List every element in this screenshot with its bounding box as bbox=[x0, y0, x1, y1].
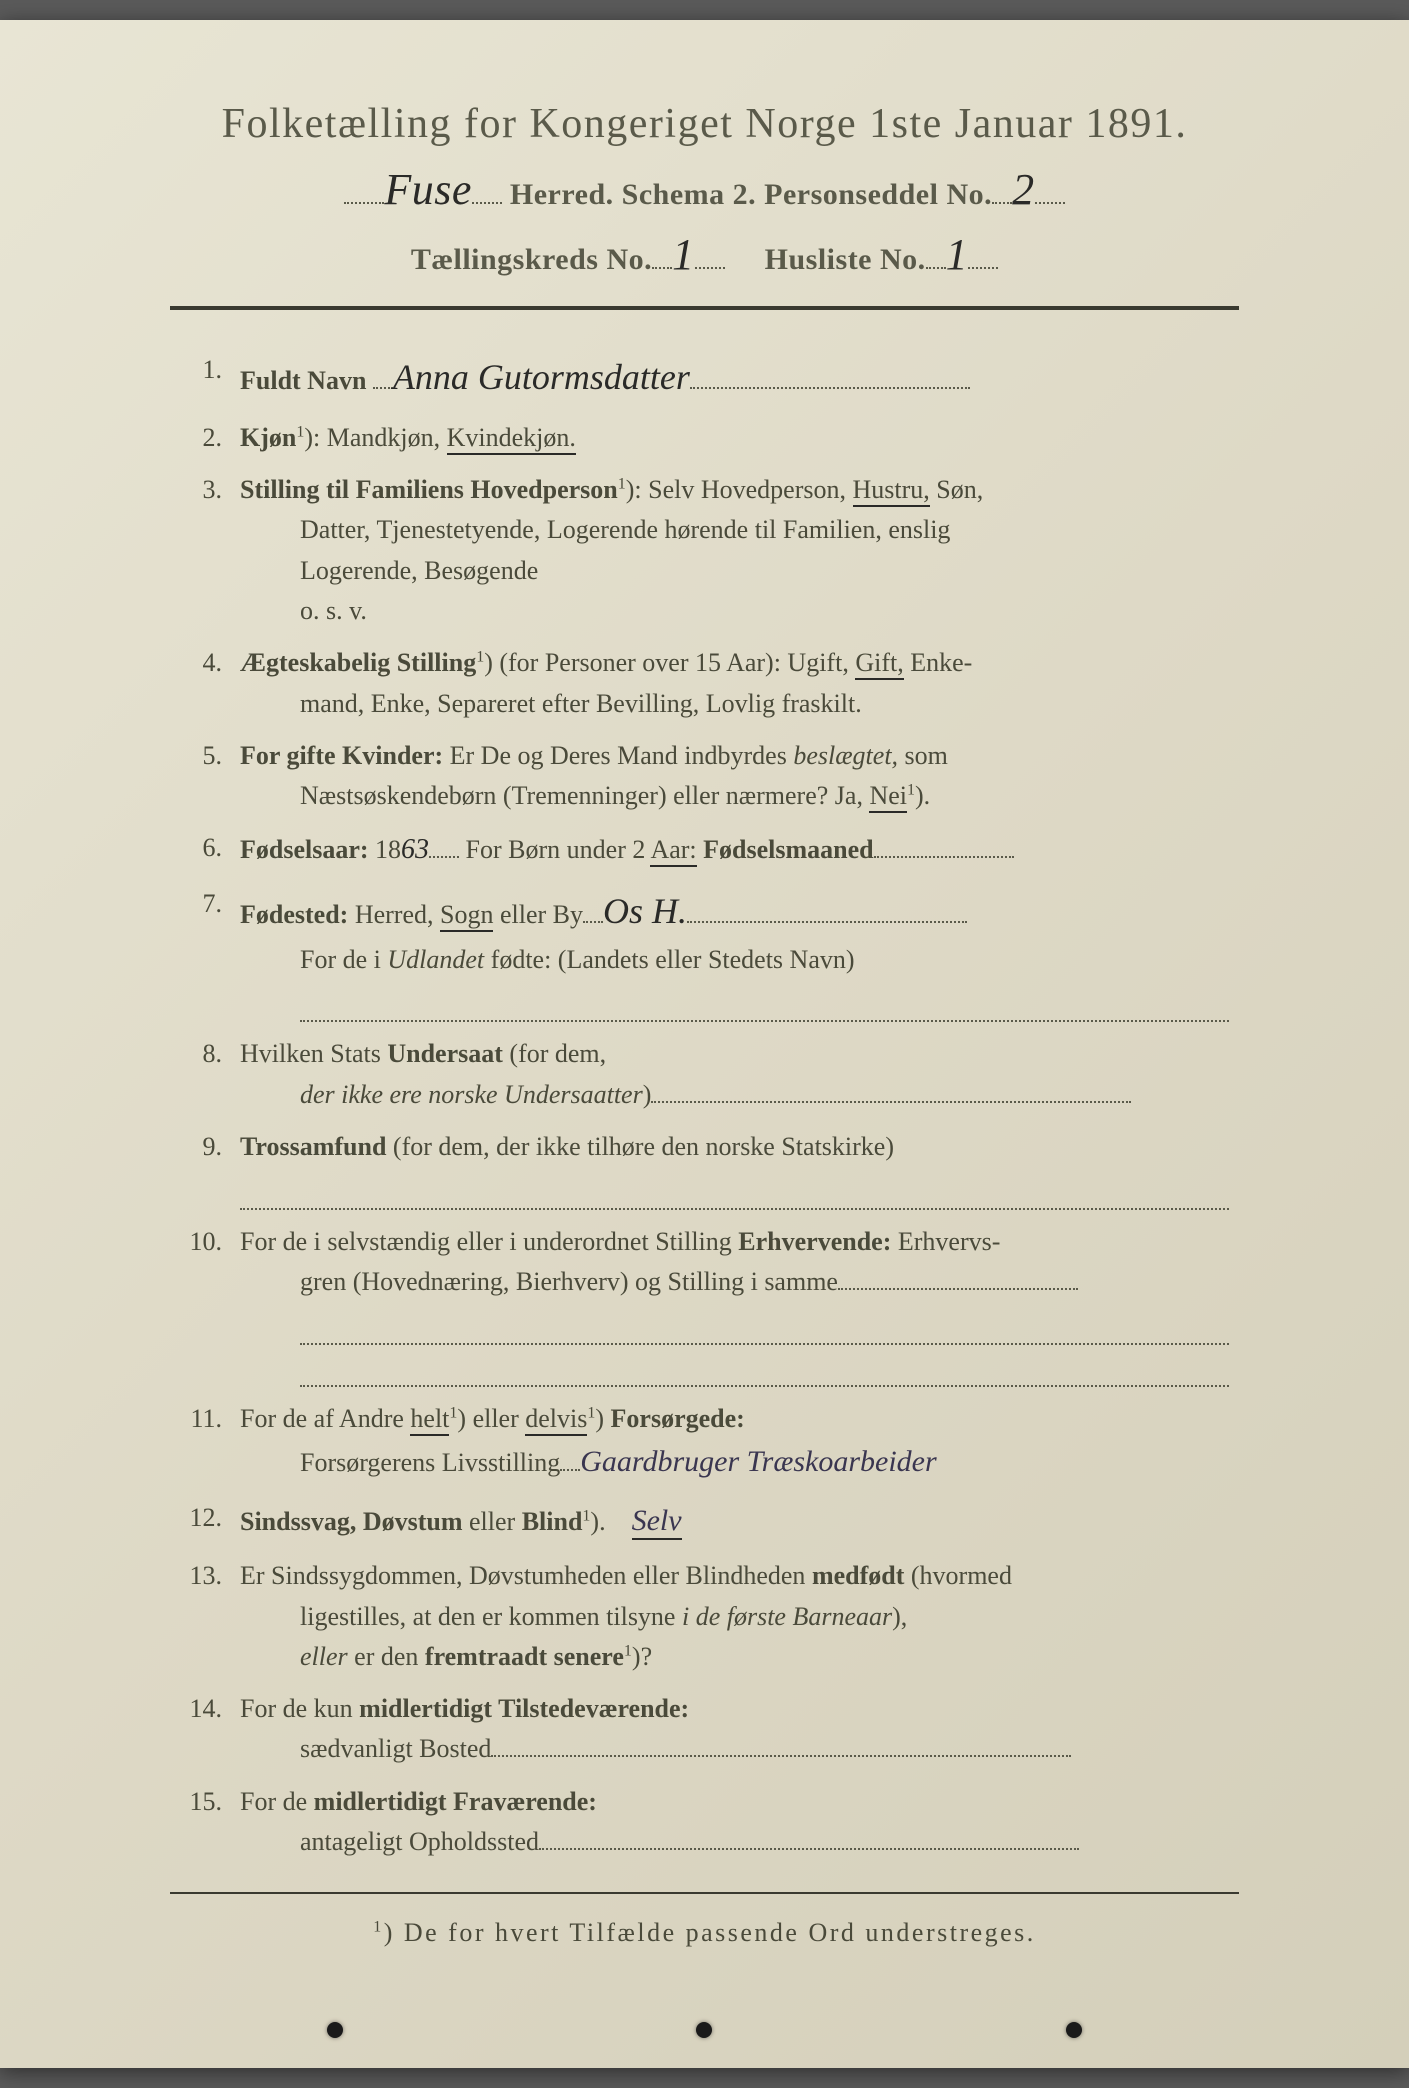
kreds-no: 1 bbox=[672, 229, 695, 280]
field-8: 8. Hvilken Stats Undersaat (for dem, der… bbox=[180, 1034, 1229, 1115]
related-selected: Nei bbox=[869, 781, 907, 813]
marital-selected: Gift, bbox=[855, 648, 903, 680]
field-10: 10. For de i selvstændig eller i underor… bbox=[180, 1222, 1229, 1387]
form-header: Folketælling for Kongeriget Norge 1ste J… bbox=[130, 100, 1279, 280]
field-4: 4. Ægteskabelig Stilling1) (for Personer… bbox=[180, 643, 1229, 724]
field-11: 11. For de af Andre helt1) eller delvis1… bbox=[180, 1399, 1229, 1486]
provider-occupation: Gaardbruger Træskoarbeider bbox=[580, 1445, 936, 1478]
footnote: 1) De for hvert Tilfælde passende Ord un… bbox=[130, 1918, 1279, 1948]
birth-year: 63 bbox=[401, 828, 429, 871]
personseddel-no: 2 bbox=[1012, 164, 1035, 215]
form-body: 1. Fuldt Navn Anna Gutormsdatter 2. Kjøn… bbox=[130, 350, 1279, 1862]
field-12: 12. Sindssvag, Døvstum eller Blind1). Se… bbox=[180, 1498, 1229, 1545]
field-15: 15. For de midlertidigt Fraværende: anta… bbox=[180, 1782, 1229, 1863]
full-name-value: Anna Gutormsdatter bbox=[393, 350, 690, 406]
header-rule bbox=[170, 306, 1239, 310]
field-2: 2. Kjøn1): Mandkjøn, Kvindekjøn. bbox=[180, 418, 1229, 458]
field-7: 7. Fødested: Herred, Sogn eller ByOs H. … bbox=[180, 884, 1229, 1022]
herred-value: Fuse bbox=[384, 164, 472, 215]
footer-rule bbox=[170, 1892, 1239, 1894]
title-main: Folketælling for Kongeriget Norge 1ste J… bbox=[130, 100, 1279, 148]
census-form-page: Folketælling for Kongeriget Norge 1ste J… bbox=[0, 20, 1409, 2068]
field-5: 5. For gifte Kvinder: Er De og Deres Man… bbox=[180, 736, 1229, 817]
husliste-no: 1 bbox=[946, 229, 969, 280]
field-1: 1. Fuldt Navn Anna Gutormsdatter bbox=[180, 350, 1229, 406]
hole-icon bbox=[696, 2022, 712, 2038]
hole-icon bbox=[1066, 2022, 1082, 2038]
field-6: 6. Fødselsaar: 1863 For Børn under 2 Aar… bbox=[180, 828, 1229, 871]
sex-selected: Kvindekjøn. bbox=[447, 423, 576, 455]
birthplace-value: Os H. bbox=[603, 884, 687, 940]
punch-holes bbox=[0, 2022, 1409, 2038]
field-13: 13. Er Sindssygdommen, Døvstumheden elle… bbox=[180, 1556, 1229, 1677]
field-9: 9. Trossamfund (for dem, der ikke tilhør… bbox=[180, 1127, 1229, 1210]
field-3: 3. Stilling til Familiens Hovedperson1):… bbox=[180, 470, 1229, 631]
hole-icon bbox=[327, 2022, 343, 2038]
disability-value: Selv bbox=[632, 1504, 682, 1540]
title-herred-line: Fuse Herred. Schema 2. Personseddel No.2 bbox=[130, 164, 1279, 215]
field-14: 14. For de kun midlertidigt Tilstedevære… bbox=[180, 1689, 1229, 1770]
title-kreds-line: Tællingskreds No.1 Husliste No.1 bbox=[130, 229, 1279, 280]
relation-selected: Hustru, bbox=[853, 475, 930, 507]
